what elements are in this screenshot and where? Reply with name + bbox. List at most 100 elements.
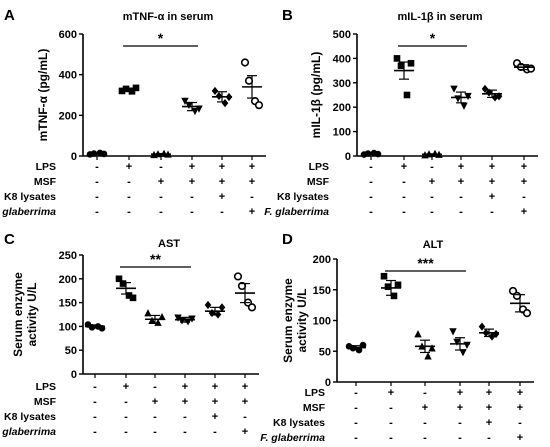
data-point: [208, 308, 216, 318]
data-point: [449, 328, 457, 336]
condition-sign: -: [354, 417, 358, 429]
condition-sign: +: [517, 402, 523, 414]
data-point: [359, 341, 367, 349]
data-point: [185, 101, 193, 110]
data-group-3: [144, 309, 166, 326]
data-point: [450, 85, 458, 93]
data-point: [428, 344, 436, 352]
data-group-1: [345, 341, 367, 354]
data-group-3: [150, 149, 172, 159]
data-point: [478, 322, 486, 331]
y-axis-label: mIL-1β (pg/mL): [309, 52, 323, 139]
condition-row-label: F. glaberrima: [0, 426, 56, 438]
condition-sign: -: [153, 381, 157, 393]
condition-sign: +: [182, 396, 188, 408]
data-point: [526, 64, 536, 73]
data-point: [393, 55, 401, 62]
condition-sign: -: [458, 432, 462, 444]
condition-sign: -: [354, 402, 358, 414]
data-group-1: [84, 321, 106, 332]
y-tick-label: 100: [333, 127, 351, 139]
data-point: [240, 58, 250, 67]
condition-sign: -: [369, 176, 373, 188]
data-point: [211, 86, 219, 96]
y-tick-label: 200: [59, 110, 77, 122]
condition-sign: -: [354, 432, 358, 444]
condition-sign: +: [242, 426, 248, 438]
condition-sign: -: [389, 417, 393, 429]
y-tick-label: 50: [319, 346, 331, 358]
condition-sign: -: [124, 426, 128, 438]
y-tick-label: 400: [333, 53, 351, 65]
condition-sign: -: [402, 176, 406, 188]
y-tick-label: 200: [333, 102, 351, 114]
condition-sign: +: [212, 396, 218, 408]
significance-label: **: [150, 251, 161, 267]
significance-label: *: [430, 30, 436, 46]
panel-letter: C: [4, 231, 15, 248]
panel-letter: D: [282, 231, 293, 248]
condition-sign: +: [489, 176, 495, 188]
y-tick-label: 0: [345, 151, 351, 163]
condition-sign: +: [517, 432, 523, 444]
data-point: [204, 300, 212, 310]
condition-sign: +: [521, 161, 527, 173]
data-point: [464, 92, 472, 101]
condition-sign: -: [518, 417, 522, 429]
condition-sign: +: [388, 387, 394, 399]
condition-sign: +: [152, 396, 158, 408]
data-group-6: [233, 272, 257, 312]
data-point: [481, 84, 489, 93]
data-group-2: [115, 275, 137, 302]
data-group-6: [508, 286, 532, 318]
chart-title: ALT: [423, 239, 444, 251]
condition-sign: -: [402, 206, 406, 218]
condition-row-label: F. glaberrima: [260, 432, 325, 444]
data-group-5: [478, 322, 500, 341]
data-point: [463, 341, 471, 349]
condition-sign: +: [489, 191, 495, 203]
data-point: [453, 338, 461, 346]
condition-sign: -: [93, 411, 97, 423]
condition-sign: -: [369, 191, 373, 203]
data-point: [390, 292, 398, 300]
condition-sign: -: [369, 206, 373, 218]
condition-sign: -: [153, 426, 157, 438]
condition-sign: -: [459, 191, 463, 203]
condition-sign: +: [457, 387, 463, 399]
condition-sign: -: [127, 206, 131, 218]
condition-row-label: LPS: [36, 381, 56, 393]
condition-sign: -: [430, 161, 434, 173]
condition-sign: -: [159, 191, 163, 203]
y-tick-label: 400: [59, 70, 77, 82]
condition-sign: +: [486, 387, 492, 399]
condition-sign: -: [124, 396, 128, 408]
condition-sign: +: [458, 161, 464, 173]
data-point: [174, 314, 182, 322]
condition-sign: -: [354, 387, 358, 399]
condition-sign: +: [489, 161, 495, 173]
data-point: [407, 59, 415, 67]
condition-sign: -: [459, 206, 463, 218]
data-point: [215, 91, 223, 101]
data-point: [125, 292, 133, 299]
condition-sign: -: [159, 161, 163, 173]
y-tick-label: 200: [59, 274, 77, 286]
condition-sign: -: [95, 191, 99, 203]
condition-sign: +: [429, 176, 435, 188]
data-point: [129, 294, 137, 302]
condition-sign: -: [522, 191, 526, 203]
data-point: [414, 330, 422, 338]
data-point: [148, 316, 156, 324]
condition-sign: +: [126, 161, 132, 173]
data-point: [218, 303, 226, 312]
data-group-4: [450, 85, 472, 110]
condition-sign: -: [430, 206, 434, 218]
condition-sign: -: [190, 191, 194, 203]
y-tick-label: 600: [59, 29, 77, 41]
condition-sign: +: [521, 206, 527, 218]
y-tick-label: 0: [71, 369, 77, 381]
y-axis-label: Serum enzymeactivity U/L: [281, 278, 309, 363]
data-point: [154, 318, 162, 326]
data-group-2: [118, 84, 140, 95]
